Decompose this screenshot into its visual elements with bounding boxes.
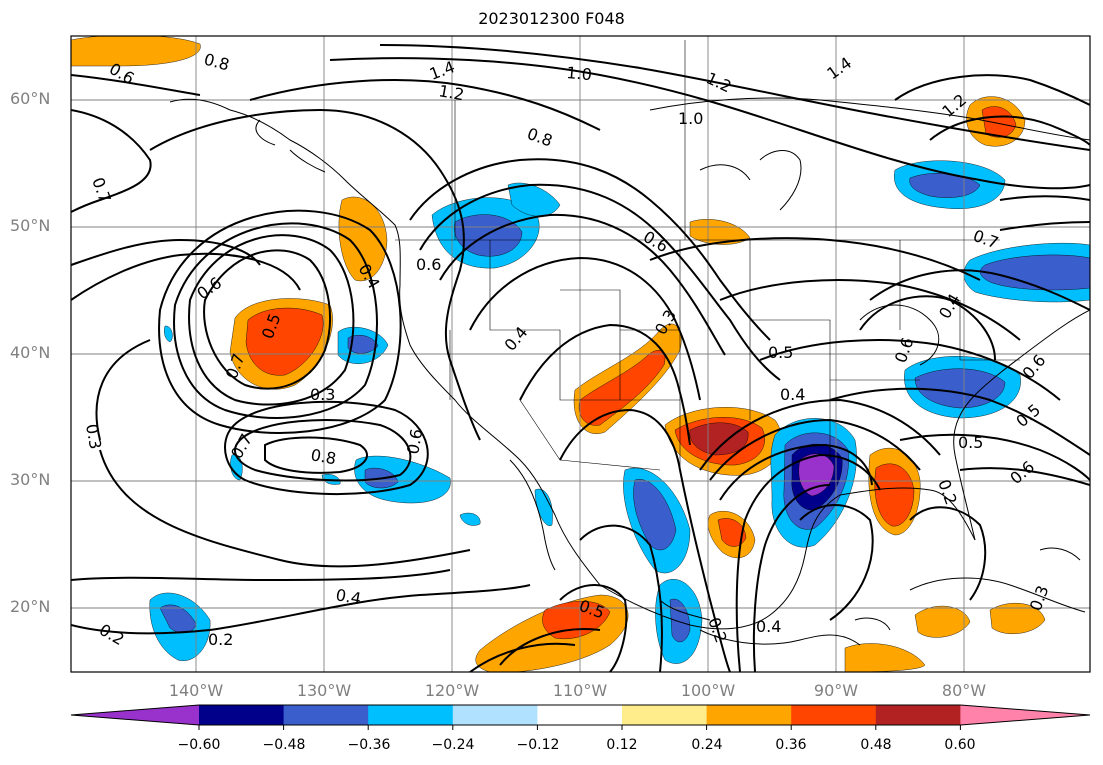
colorbar-segment	[537, 705, 623, 725]
colorbar	[70, 704, 1091, 730]
contour-label: 1.0	[566, 63, 593, 84]
longitude-label: 120°W	[424, 681, 480, 700]
colorbar-tick-label: −0.24	[431, 737, 475, 753]
latitude-label: 30°N	[10, 470, 51, 489]
colorbar-tick-label: 0.24	[691, 737, 723, 753]
colorbar-tick-label: −0.12	[516, 737, 560, 753]
contour-label: 0.6	[416, 255, 441, 274]
colorbar-tick-label: −0.48	[262, 737, 306, 753]
longitude-label: 100°W	[680, 681, 736, 700]
colorbar-extend-min	[71, 705, 199, 725]
political-borders	[395, 40, 1020, 471]
latitude-label: 20°N	[10, 597, 51, 616]
colorbar-segment	[875, 705, 961, 725]
longitude-label: 140°W	[168, 681, 224, 700]
contour-label: 0.3	[310, 385, 335, 404]
contour-label: 0.5	[768, 343, 793, 362]
contour-label: 0.4	[334, 585, 362, 608]
contour-label: 0.5	[958, 433, 983, 452]
colorbar-segment	[452, 705, 538, 725]
colorbar-segment	[283, 705, 369, 725]
contour-label: 1.2	[437, 81, 465, 104]
contour-label: 0.2	[208, 630, 233, 649]
contour-label: 0.4	[780, 385, 805, 404]
longitude-label: 130°W	[296, 681, 352, 700]
longitude-label: 80°W	[941, 681, 987, 700]
colorbar-tick-label: 0.36	[775, 737, 807, 753]
map-title: 2023012300 F048	[478, 9, 625, 28]
contour-lines	[71, 44, 1090, 672]
colorbar-tick-label: 0.60	[944, 737, 976, 753]
contour-label: 0.3	[82, 422, 105, 450]
contour-label: 0.4	[756, 617, 781, 636]
latitude-label: 60°N	[10, 89, 51, 108]
longitude-label: 110°W	[552, 681, 608, 700]
contour-label: 0.6	[403, 427, 426, 455]
colorbar-tick-label: 0.48	[860, 737, 892, 753]
contour-label: 1.0	[678, 109, 703, 128]
contour-label: 0.8	[309, 445, 337, 468]
colorbar-segment	[622, 705, 708, 725]
colorbar-segment	[706, 705, 792, 725]
colorbar-tick-label: −0.36	[347, 737, 391, 753]
latitude-label: 40°N	[10, 343, 51, 362]
shaded-anomalies	[71, 36, 1090, 672]
colorbar-tick-label: 0.12	[606, 737, 638, 753]
map-frame	[70, 35, 1091, 673]
longitude-label: 90°W	[813, 681, 859, 700]
colorbar-tick-label: −0.60	[177, 737, 221, 753]
colorbar-segment	[791, 705, 877, 725]
colorbar-segment	[368, 705, 454, 725]
colorbar-extend-max	[960, 705, 1090, 725]
colorbar-segment	[199, 705, 285, 725]
latitude-label: 50°N	[10, 216, 51, 235]
